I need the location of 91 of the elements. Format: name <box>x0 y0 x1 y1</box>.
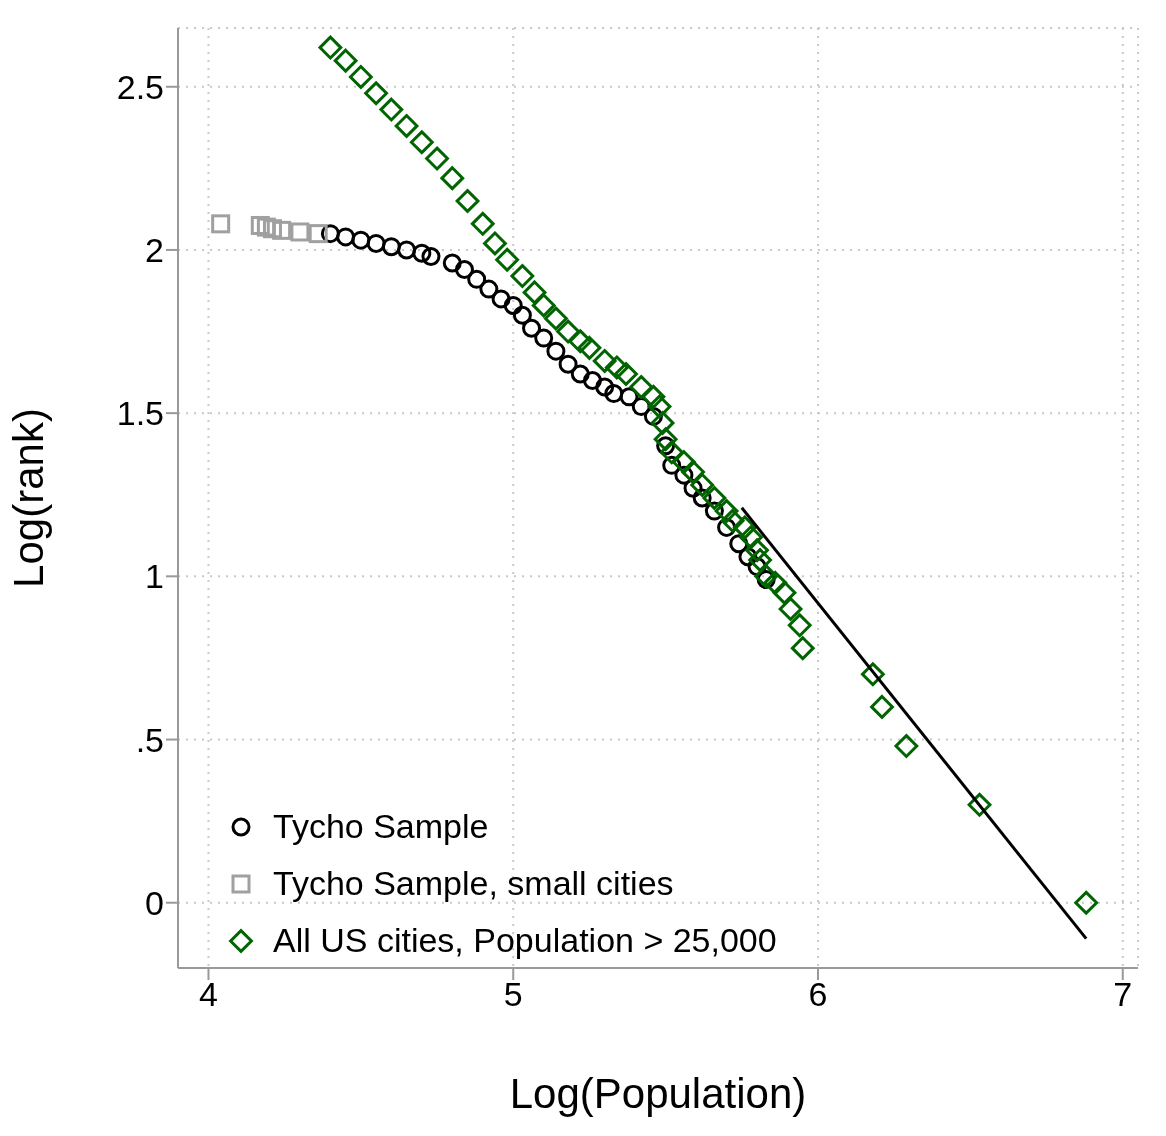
point <box>582 371 602 390</box>
y-tick-label: 1.5 <box>116 394 164 433</box>
point <box>650 411 675 435</box>
point <box>544 306 568 331</box>
point <box>714 499 739 523</box>
point <box>470 211 495 236</box>
point <box>690 473 715 497</box>
point <box>629 375 654 399</box>
point <box>641 384 666 409</box>
point <box>778 597 803 621</box>
point <box>614 362 638 386</box>
point <box>745 538 769 563</box>
point <box>364 81 388 106</box>
point <box>272 220 292 240</box>
point <box>503 295 523 315</box>
point <box>397 240 417 260</box>
point <box>412 243 432 263</box>
point <box>870 694 894 719</box>
y-tick-label: 1 <box>145 557 164 596</box>
point <box>421 246 441 266</box>
point <box>308 224 328 244</box>
point <box>318 35 343 60</box>
point <box>510 264 535 288</box>
point <box>720 508 745 533</box>
legend-label: All US cities, Population > 25,000 <box>273 921 777 960</box>
x-tick-label: 7 <box>1113 975 1133 1014</box>
point <box>290 222 310 242</box>
point <box>381 237 401 257</box>
point <box>702 486 727 510</box>
x-axis-title: Log(Population) <box>509 1070 807 1117</box>
point <box>739 525 763 550</box>
point <box>379 97 404 122</box>
point <box>483 231 507 256</box>
point <box>522 280 547 305</box>
point <box>772 580 797 605</box>
point <box>653 427 678 452</box>
point <box>894 734 919 758</box>
point <box>440 166 465 191</box>
point <box>672 450 696 474</box>
point <box>425 146 449 171</box>
point <box>512 305 532 325</box>
point <box>348 65 373 89</box>
point <box>1074 890 1099 915</box>
point <box>787 613 812 638</box>
point <box>454 260 474 280</box>
point <box>250 215 270 235</box>
point <box>558 354 578 374</box>
point <box>763 570 788 595</box>
point <box>681 459 705 484</box>
point <box>366 233 386 253</box>
legend-label: Tycho Sample <box>273 807 489 846</box>
point <box>351 230 371 250</box>
point <box>732 515 757 540</box>
x-tick-label: 4 <box>199 975 218 1014</box>
y-tick-label: 2.5 <box>116 67 164 106</box>
point <box>556 319 580 344</box>
point <box>577 335 602 360</box>
point <box>546 341 566 361</box>
point <box>568 329 593 354</box>
point <box>495 247 520 272</box>
point <box>336 227 356 247</box>
point <box>531 293 556 318</box>
point <box>604 384 624 404</box>
point <box>491 289 511 309</box>
point <box>595 377 615 397</box>
point <box>409 130 434 155</box>
x-tick-label: 6 <box>808 975 828 1014</box>
point <box>790 636 815 661</box>
point <box>604 355 629 380</box>
point <box>479 279 499 299</box>
y-tick-label: 0 <box>145 883 164 922</box>
y-tick-label: .5 <box>135 720 164 759</box>
point <box>570 364 590 384</box>
point <box>659 440 684 465</box>
point <box>467 269 487 289</box>
point <box>647 394 672 419</box>
point <box>754 564 779 589</box>
point <box>442 253 462 273</box>
x-tick-label: 5 <box>503 975 523 1014</box>
point <box>262 219 282 239</box>
y-axis-title: Log(rank) <box>4 408 52 588</box>
y-tick-label: 2 <box>145 231 164 270</box>
point <box>394 114 419 138</box>
point <box>748 548 772 572</box>
point <box>455 189 480 213</box>
point <box>592 349 617 373</box>
point <box>211 214 231 234</box>
point <box>333 48 358 73</box>
legend-label: Tycho Sample, small cities <box>273 864 674 903</box>
point <box>522 318 542 338</box>
point <box>534 328 554 348</box>
